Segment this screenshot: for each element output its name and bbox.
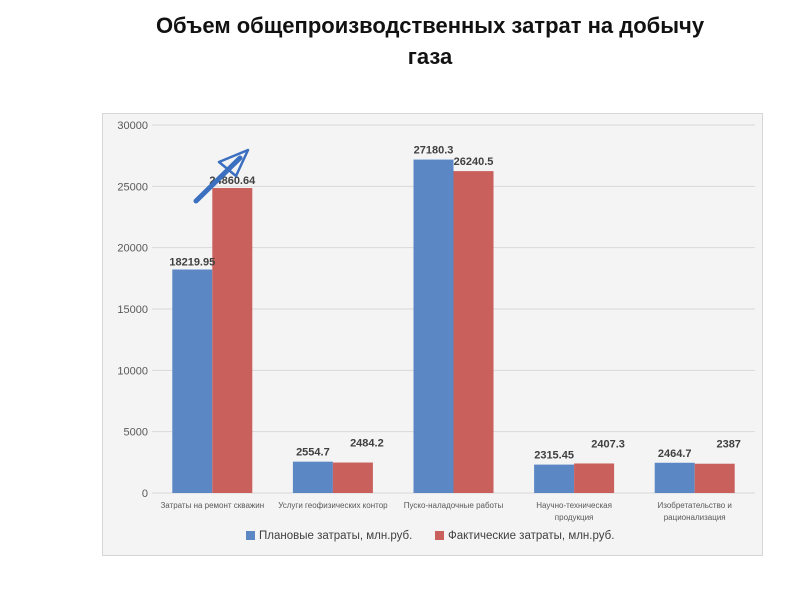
x-tick-label: рационализация <box>664 513 726 522</box>
data-label: 2554.7 <box>296 447 330 459</box>
bar <box>453 171 494 494</box>
data-label: 2407.3 <box>591 438 625 450</box>
x-tick-label: Изобретательство и <box>657 501 731 510</box>
y-tick-label: 30000 <box>117 120 148 132</box>
x-tick-label: продукция <box>555 513 594 522</box>
bar <box>172 269 213 493</box>
x-tick-label: Затраты на ремонт скважин <box>160 501 264 510</box>
slide-title-line-2: газа <box>407 44 453 69</box>
bar <box>574 463 615 493</box>
bar <box>413 159 454 493</box>
annotation-arrow-shaft <box>193 155 243 204</box>
y-tick-label: 10000 <box>117 365 148 377</box>
bar <box>292 461 333 493</box>
x-tick-label: Пуско-наладочные работы <box>404 501 504 510</box>
slide-title: Объем общепроизводственных затрат на доб… <box>60 10 800 72</box>
bar <box>694 463 735 493</box>
data-label: 2464.7 <box>658 448 692 460</box>
data-label: 27180.3 <box>414 145 454 157</box>
x-tick-label: Научно-техническая <box>536 501 612 510</box>
slide-title-line-1: Объем общепроизводственных затрат на доб… <box>155 13 705 38</box>
bar <box>534 464 575 493</box>
y-tick-label: 25000 <box>117 181 148 193</box>
legend-swatch <box>246 531 255 540</box>
y-tick-label: 20000 <box>117 243 148 255</box>
bar <box>212 188 253 493</box>
bar <box>332 462 373 493</box>
bar <box>654 462 695 493</box>
y-tick-label: 0 <box>142 488 148 500</box>
y-tick-label: 15000 <box>117 304 148 316</box>
data-label: 2484.2 <box>350 438 384 450</box>
data-label: 26240.5 <box>454 156 494 168</box>
legend-swatch <box>435 531 444 540</box>
x-tick-label: Услуги геофизических контор <box>278 501 388 510</box>
legend-label: Фактические затраты, млн.руб. <box>448 530 614 542</box>
data-label: 18219.95 <box>169 257 215 269</box>
data-label: 2387 <box>716 439 740 451</box>
legend-label: Плановые затраты, млн.руб. <box>259 530 412 542</box>
y-tick-label: 5000 <box>124 427 148 439</box>
data-label: 2315.45 <box>534 450 574 462</box>
annotation-arrow-head <box>217 148 250 178</box>
